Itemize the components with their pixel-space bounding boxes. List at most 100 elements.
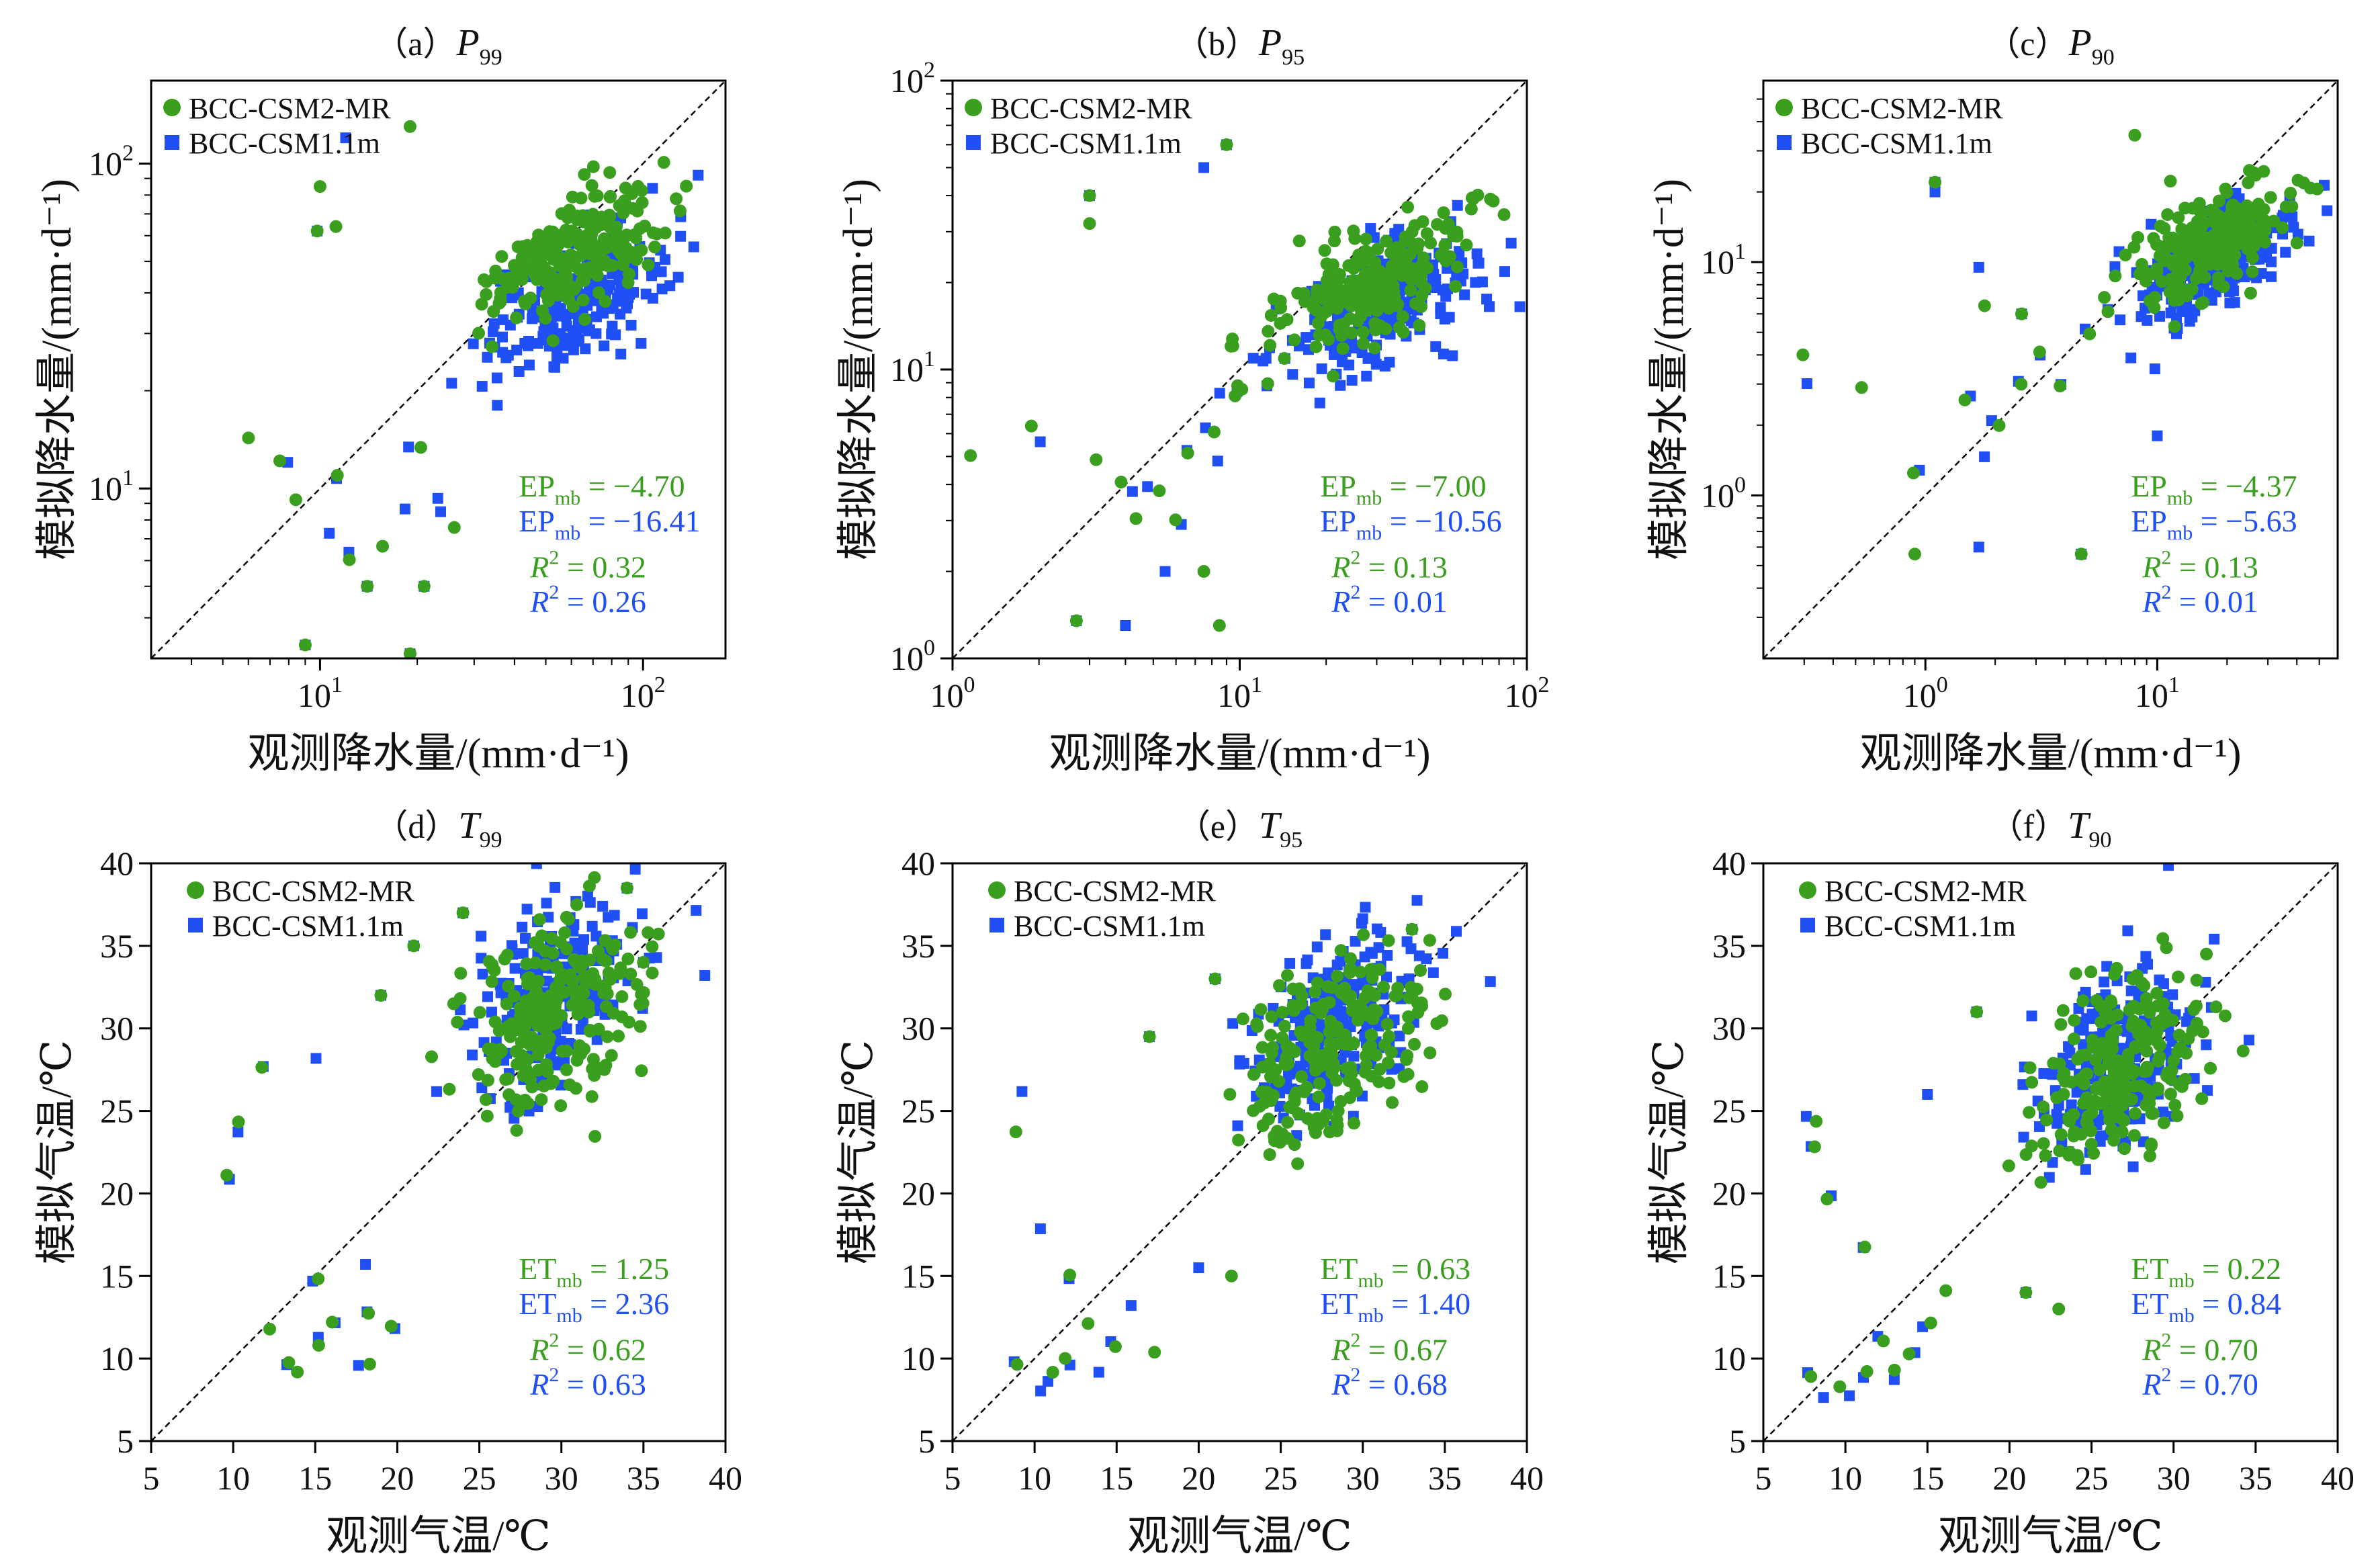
point-bcc-csm2-mr bbox=[2191, 215, 2204, 228]
point-bcc-csm2-mr bbox=[1318, 244, 1331, 257]
point-bcc-csm2-mr bbox=[1319, 1108, 1333, 1121]
point-bcc-csm2-mr bbox=[2144, 1087, 2158, 1100]
legend-marker-circle bbox=[163, 99, 181, 116]
point-bcc-csm1-1m bbox=[2280, 247, 2291, 258]
point-bcc-csm2-mr bbox=[548, 1000, 562, 1013]
point-bcc-csm2-mr bbox=[1347, 1117, 1360, 1130]
point-bcc-csm2-mr bbox=[2243, 164, 2256, 177]
point-bcc-csm1-1m bbox=[2266, 271, 2277, 282]
point-bcc-csm2-mr bbox=[1368, 989, 1382, 1002]
point-bcc-csm2-mr bbox=[1236, 1012, 1249, 1026]
point-bcc-csm2-mr bbox=[1231, 379, 1244, 392]
point-bcc-csm1-1m bbox=[1316, 363, 1327, 374]
point-bcc-csm1-1m bbox=[2256, 268, 2267, 279]
point-bcc-csm2-mr bbox=[507, 990, 521, 1003]
point-bcc-csm1-1m bbox=[2101, 961, 2113, 972]
legend-marker-square bbox=[165, 135, 179, 150]
point-bcc-csm2-mr bbox=[1331, 969, 1344, 983]
point-bcc-csm1-1m bbox=[1260, 353, 1272, 364]
point-bcc-csm2-mr bbox=[2104, 1035, 2117, 1048]
point-bcc-csm1-1m bbox=[2071, 1086, 2082, 1098]
tick-label: 10 bbox=[1018, 1459, 1051, 1497]
point-bcc-csm2-mr bbox=[255, 1061, 269, 1074]
point-bcc-csm2-mr bbox=[2068, 1014, 2081, 1027]
point-bcc-csm2-mr bbox=[1464, 202, 1478, 216]
point-bcc-csm1-1m bbox=[1043, 1376, 1054, 1387]
point-bcc-csm2-mr bbox=[2172, 293, 2185, 306]
point-bcc-csm1-1m bbox=[1366, 947, 1378, 959]
point-bcc-csm2-mr bbox=[1153, 484, 1166, 498]
point-bcc-csm2-mr bbox=[2127, 1080, 2141, 1093]
plot-frame bbox=[150, 79, 727, 660]
point-bcc-csm2-mr bbox=[532, 228, 545, 242]
point-bcc-csm2-mr bbox=[1260, 1059, 1273, 1073]
point-bcc-csm1-1m bbox=[1888, 1374, 1900, 1385]
tick-label: 10 bbox=[901, 1340, 935, 1377]
point-bcc-csm2-mr bbox=[1370, 1049, 1383, 1062]
point-bcc-csm1-1m bbox=[2075, 1025, 2086, 1036]
point-bcc-csm2-mr bbox=[585, 1090, 599, 1103]
point-bcc-csm2-mr bbox=[578, 168, 591, 181]
tick-label: 10 bbox=[100, 1340, 134, 1377]
point-bcc-csm2-mr bbox=[535, 304, 549, 318]
point-bcc-csm2-mr bbox=[417, 580, 431, 593]
tick-label: 40 bbox=[100, 844, 134, 882]
point-bcc-csm1-1m bbox=[506, 940, 518, 951]
point-bcc-csm1-1m bbox=[635, 337, 647, 349]
point-bcc-csm2-mr bbox=[2126, 972, 2140, 986]
point-bcc-csm2-mr bbox=[1286, 982, 1300, 996]
point-bcc-csm1-1m bbox=[578, 934, 590, 945]
point-bcc-csm1-1m bbox=[2303, 235, 2315, 247]
point-bcc-csm1-1m bbox=[1142, 481, 1153, 492]
tick-label: 15 bbox=[1910, 1459, 1944, 1497]
point-bcc-csm2-mr bbox=[1356, 337, 1370, 350]
ticks: 100 101 100 101 bbox=[1701, 239, 2180, 714]
point-bcc-csm2-mr bbox=[1311, 316, 1325, 330]
point-bcc-csm1-1m bbox=[521, 904, 533, 915]
point-bcc-csm2-mr bbox=[511, 1023, 525, 1036]
panel-title: （b）P95 bbox=[1175, 22, 1305, 70]
point-bcc-csm2-mr bbox=[1423, 934, 1436, 947]
point-bcc-csm1-1m bbox=[496, 331, 508, 343]
point-bcc-csm2-mr bbox=[596, 243, 609, 257]
point-bcc-csm1-1m bbox=[565, 844, 576, 855]
point-bcc-csm2-mr bbox=[646, 940, 659, 953]
point-bcc-csm2-mr bbox=[1207, 425, 1221, 439]
point-bcc-csm2-mr bbox=[2310, 182, 2324, 196]
point-bcc-csm2-mr bbox=[518, 261, 531, 274]
point-bcc-csm2-mr bbox=[1368, 316, 1382, 330]
point-bcc-csm2-mr bbox=[1143, 1030, 1156, 1043]
point-bcc-csm2-mr bbox=[447, 521, 461, 534]
point-bcc-csm2-mr bbox=[1263, 1148, 1276, 1162]
point-bcc-csm2-mr bbox=[533, 913, 546, 926]
point-bcc-csm2-mr bbox=[1377, 980, 1391, 994]
tick-label: 25 bbox=[1264, 1459, 1298, 1497]
point-bcc-csm2-mr bbox=[509, 1093, 523, 1107]
point-bcc-csm1-1m bbox=[1411, 895, 1423, 906]
point-bcc-csm2-mr bbox=[2129, 1107, 2142, 1120]
point-bcc-csm1-1m bbox=[1311, 941, 1323, 953]
point-bcc-csm2-mr bbox=[1399, 264, 1413, 277]
point-bcc-csm2-mr bbox=[578, 312, 592, 326]
point-bcc-csm1-1m bbox=[1034, 436, 1046, 447]
point-bcc-csm1-1m bbox=[1365, 223, 1376, 234]
point-bcc-csm2-mr bbox=[1978, 299, 1991, 312]
point-bcc-csm2-mr bbox=[2176, 233, 2189, 247]
tick-label: 101 bbox=[1701, 239, 1746, 281]
scatter-points bbox=[1008, 895, 1496, 1397]
point-bcc-csm2-mr bbox=[964, 449, 977, 462]
point-bcc-csm1-1m bbox=[568, 344, 579, 355]
point-bcc-csm1-1m bbox=[1393, 224, 1405, 235]
point-bcc-csm1-1m bbox=[2189, 1073, 2200, 1084]
point-bcc-csm1-1m bbox=[446, 378, 457, 389]
point-bcc-csm2-mr bbox=[2039, 1149, 2052, 1162]
point-bcc-csm2-mr bbox=[612, 1029, 625, 1043]
point-bcc-csm2-mr bbox=[1368, 256, 1382, 269]
point-bcc-csm2-mr bbox=[535, 1093, 548, 1107]
point-bcc-csm2-mr bbox=[403, 647, 416, 658]
point-bcc-csm1-1m bbox=[467, 1049, 478, 1061]
point-bcc-csm1-1m bbox=[1343, 359, 1355, 371]
point-bcc-csm2-mr bbox=[1924, 1316, 1937, 1330]
